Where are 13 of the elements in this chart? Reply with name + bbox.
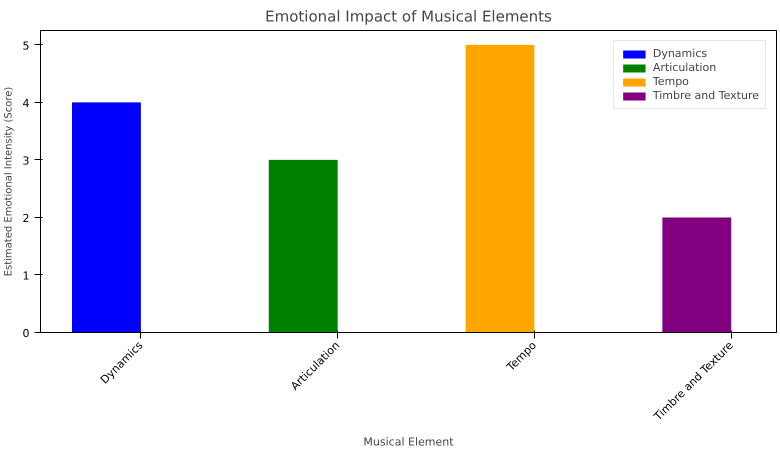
chart-title: Emotional Impact of Musical Elements bbox=[265, 8, 552, 26]
y-tick-label: 5 bbox=[22, 39, 30, 52]
y-tick-label: 3 bbox=[22, 154, 30, 168]
legend-label: Timbre and Texture bbox=[652, 89, 759, 102]
y-axis-title: Estimated Emotional Intensity (Score) bbox=[4, 86, 14, 276]
y-tick-label: 2 bbox=[22, 212, 30, 225]
legend-label: Tempo bbox=[652, 75, 689, 88]
y-tick-label: 1 bbox=[22, 269, 30, 282]
legend-label: Articulation bbox=[652, 61, 716, 74]
x-axis-title: Musical Element bbox=[363, 436, 454, 449]
y-tick-label: 4 bbox=[22, 96, 30, 110]
legend-label: Dynamics bbox=[652, 47, 708, 60]
y-tick-label: 0 bbox=[22, 327, 30, 340]
